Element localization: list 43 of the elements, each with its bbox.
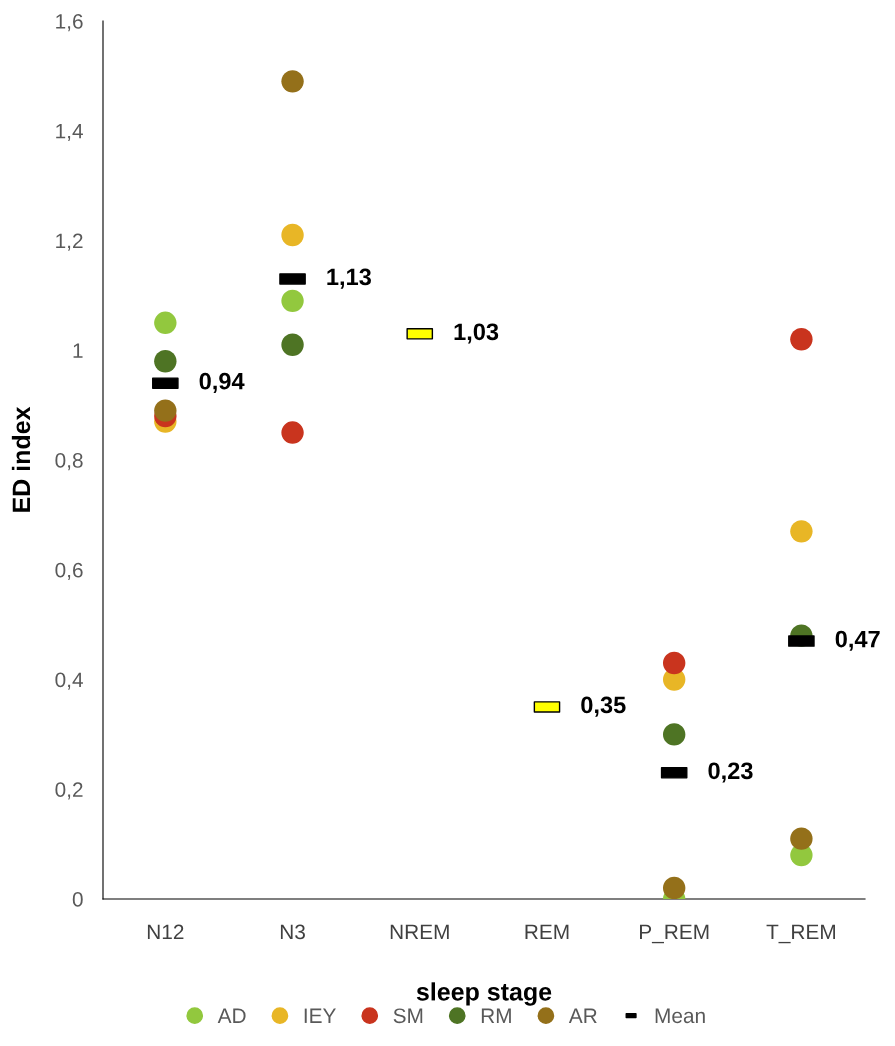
point <box>281 333 304 356</box>
point <box>154 399 177 422</box>
point <box>154 350 177 373</box>
data-label: 0,94 <box>199 372 245 393</box>
y-tick-label: 1,2 <box>56 233 83 251</box>
point <box>281 223 304 247</box>
legend-label: RM <box>481 1008 511 1023</box>
y-tick-label: 0 <box>72 892 83 907</box>
y-tick-label: 1,4 <box>56 123 83 141</box>
y-tick-label: 0,4 <box>55 672 83 690</box>
data-label: 0,35 <box>581 696 626 717</box>
point <box>154 311 177 335</box>
y-tick-label: 0,6 <box>55 562 83 580</box>
point <box>790 520 813 543</box>
point <box>662 876 686 899</box>
x-tick-label: NREM <box>390 924 449 940</box>
legend-label: IEY <box>304 1008 336 1023</box>
point <box>790 328 813 351</box>
y-tick-label: 1 <box>73 343 83 358</box>
point <box>281 70 304 93</box>
x-tick-label: N12 <box>147 924 184 940</box>
y-tick-label: 0,2 <box>55 782 83 800</box>
data-label: 0,23 <box>708 762 753 783</box>
point <box>790 827 813 850</box>
legend-label: AD <box>217 1008 246 1023</box>
y-tick-label: 0,8 <box>55 453 83 471</box>
y-axis-title: ED index <box>11 406 31 512</box>
x-tick-label: N3 <box>280 924 305 940</box>
data-label: 1,13 <box>327 268 371 289</box>
legend-label: Mean <box>655 1008 705 1024</box>
x-tick-label: P_REM <box>640 924 709 944</box>
point <box>662 723 686 746</box>
y-tick-label: 1,6 <box>56 14 83 32</box>
x-tick-label: T_REM <box>766 924 835 944</box>
data-label: 1,03 <box>454 323 499 344</box>
point <box>281 289 304 313</box>
x-axis-title: sleep stage <box>416 982 552 1006</box>
legend-label: SM <box>393 1008 423 1024</box>
legend-label: AR <box>568 1008 597 1023</box>
point <box>662 651 686 675</box>
data-label: 0,47 <box>835 630 880 651</box>
x-tick-label: REM <box>525 924 569 940</box>
point <box>281 421 304 444</box>
